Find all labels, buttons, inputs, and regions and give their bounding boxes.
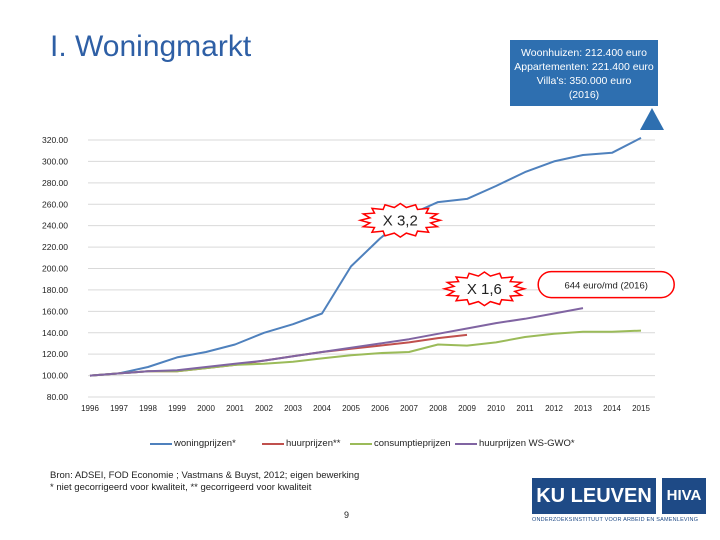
annotation-burst-x-1-6	[441, 271, 528, 307]
annotation-cloud-644-euro-md-2016	[537, 270, 675, 299]
callout-line-1: Woonhuizen: 212.400 euro	[521, 47, 647, 59]
y-tick-label: 180.00	[42, 285, 68, 295]
legend-label-woningprijzen: woningprijzen*	[174, 438, 236, 449]
legend-swatch-huurprijzen-ws	[455, 442, 477, 445]
legend-label-huurprijzen-ws: huurprijzen WS-GWO*	[479, 438, 575, 449]
callout-line-2: Appartementen: 221.400 euro	[514, 61, 654, 73]
legend-item-huurprijzen-ws: huurprijzen WS-GWO*	[455, 438, 575, 449]
legend-swatch-consumptieprijzen	[350, 442, 372, 445]
y-tick-label: 160.00	[42, 306, 68, 316]
x-tick-label: 2006	[371, 404, 389, 413]
y-tick-label: 220.00	[42, 242, 68, 252]
annotation-label-x-1-6: X 1,6	[467, 281, 502, 298]
series-line-huurprijzen-ws	[89, 307, 584, 377]
x-tick-label: 2003	[284, 404, 302, 413]
hiva-logo: HIVA	[662, 478, 706, 514]
legend-item-consumptieprijzen: consumptieprijzen	[350, 438, 451, 449]
y-tick-label: 260.00	[42, 199, 68, 209]
x-tick-label: 2015	[632, 404, 650, 413]
x-tick-label: 1997	[110, 404, 128, 413]
legend-label-consumptieprijzen: consumptieprijzen	[374, 438, 451, 449]
x-tick-label: 1996	[81, 404, 99, 413]
series-line-huurprijzen	[89, 333, 468, 377]
x-tick-label: 2012	[545, 404, 563, 413]
ku-leuven-logo: KU LEUVEN	[532, 478, 656, 514]
hiva-subtitle: ONDERZOEKSINSTITUUT VOOR ARBEID EN SAMEN…	[532, 517, 699, 523]
x-tick-label: 2007	[400, 404, 418, 413]
y-tick-label: 140.00	[42, 328, 68, 338]
y-axis-ticks: 80.00 100.00 120.00 140.00 160.00 180.00 200.0…	[42, 135, 68, 402]
x-tick-label: 1998	[139, 404, 157, 413]
annotation-burst-x-3-2	[357, 202, 444, 239]
x-tick-label: 2014	[603, 404, 621, 413]
y-tick-label: 280.00	[42, 178, 68, 188]
callout-line-3: Villa's: 350.000 euro	[536, 75, 632, 87]
y-tick-label: 80.00	[47, 392, 69, 402]
x-tick-label: 2004	[313, 404, 331, 413]
source-line-2: * niet gecorrigeerd voor kwaliteit, ** g…	[50, 482, 312, 493]
callout-line-4: (2016)	[568, 89, 600, 101]
x-axis-ticks: 1996 1997 1998 1999 2000 2001 2002 2003 2004 2005…	[81, 404, 650, 413]
x-tick-label: 2002	[255, 404, 273, 413]
annotation-label-644-euro-md-2016: 644 euro/md (2016)	[564, 281, 647, 292]
x-tick-label: 2008	[429, 404, 447, 413]
x-tick-label: 2005	[342, 404, 360, 413]
source-line-1: Bron: ADSEI, FOD Economie ; Vastmans & B…	[50, 470, 360, 481]
source-note: Bron: ADSEI, FOD Economie ; Vastmans & B…	[50, 470, 359, 494]
x-tick-label: 2001	[226, 404, 244, 413]
y-tick-label: 200.00	[42, 264, 68, 274]
legend-swatch-woningprijzen	[150, 442, 172, 445]
y-tick-label: 320.00	[42, 135, 68, 145]
y-tick-label: 100.00	[42, 371, 68, 381]
annotation-label-x-3-2: X 3,2	[383, 212, 418, 229]
y-tick-label: 120.00	[42, 349, 68, 359]
x-tick-label: 2010	[487, 404, 505, 413]
chart-annotations: X 3,2 X 1,6 644 euro/md (2016)	[357, 202, 675, 307]
y-tick-label: 240.00	[42, 221, 68, 231]
x-tick-label: 2011	[516, 404, 534, 413]
y-tick-label: 300.00	[42, 156, 68, 166]
x-tick-label: 2009	[458, 404, 476, 413]
x-tick-label: 2013	[574, 404, 592, 413]
callout-pointer	[640, 108, 664, 130]
x-tick-label: 1999	[168, 404, 186, 413]
chart-series	[89, 137, 642, 377]
legend-item-huurprijzen: huurprijzen**	[262, 438, 340, 449]
price-callout: Woonhuizen: 212.400 euro Appartementen: …	[510, 40, 658, 106]
x-tick-label: 2000	[197, 404, 215, 413]
page-title: I. Woningmarkt	[50, 30, 252, 63]
legend-label-huurprijzen: huurprijzen**	[286, 438, 341, 449]
page-number: 9	[344, 510, 350, 520]
legend-swatch-huurprijzen	[262, 442, 284, 445]
series-line-woningprijzen	[89, 137, 642, 377]
legend-item-woningprijzen: woningprijzen*	[150, 438, 236, 449]
series-line-consumptieprijzen	[89, 329, 642, 377]
